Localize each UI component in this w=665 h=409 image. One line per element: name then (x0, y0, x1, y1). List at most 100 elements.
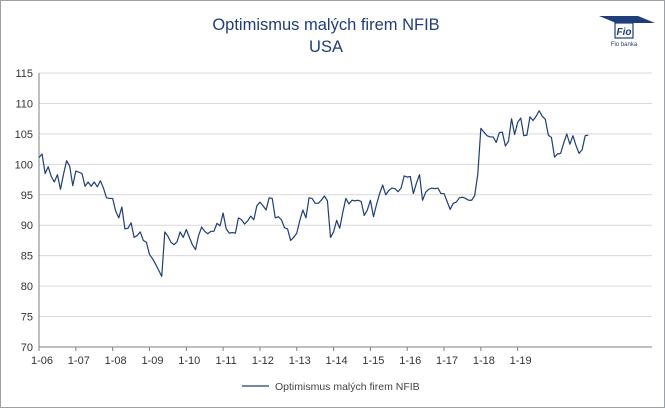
data-point (574, 144, 577, 147)
data-point (292, 236, 295, 239)
data-point (151, 257, 154, 260)
data-point (249, 214, 252, 217)
data-point (234, 232, 237, 235)
data-point (222, 211, 225, 214)
chart-subtitle: USA (309, 38, 343, 56)
data-point (182, 236, 185, 239)
data-point (310, 197, 313, 200)
data-point (50, 175, 53, 178)
data-point (464, 197, 467, 200)
data-point (538, 109, 541, 112)
data-point (264, 208, 267, 211)
data-point (335, 219, 338, 222)
data-point (136, 234, 139, 237)
data-point (326, 199, 329, 202)
data-point (531, 119, 534, 122)
data-point (381, 183, 384, 186)
data-point (301, 208, 304, 211)
data-point (295, 232, 298, 235)
data-point (123, 227, 126, 230)
data-point (102, 186, 105, 189)
data-point (304, 216, 307, 219)
data-point (430, 186, 433, 189)
data-point (369, 199, 372, 202)
data-point (412, 192, 415, 195)
data-point (283, 226, 286, 229)
data-point (169, 241, 172, 244)
x-tick-label: 1-09 (141, 355, 163, 367)
data-point (105, 196, 108, 199)
data-point (458, 196, 461, 199)
data-point (344, 197, 347, 200)
data-point (396, 190, 399, 193)
fio-banka-logo: Fio Fio banka (599, 16, 655, 48)
data-point (347, 202, 350, 205)
data-point (148, 253, 151, 256)
data-point (139, 230, 142, 233)
data-point (77, 171, 80, 174)
data-point (203, 230, 206, 233)
data-point (338, 227, 341, 230)
x-tick-label: 1-10 (178, 355, 200, 367)
data-point (510, 117, 513, 120)
series-points (37, 109, 589, 278)
data-point (501, 130, 504, 133)
data-point (439, 192, 442, 195)
data-point (571, 134, 574, 137)
legend-label: Optimismus malých firem NFIB (275, 381, 420, 393)
data-point (375, 203, 378, 206)
data-point (188, 236, 191, 239)
x-tick-label: 1-14 (326, 355, 348, 367)
data-point (133, 236, 136, 239)
data-point (565, 132, 568, 135)
data-point (562, 141, 565, 144)
data-point (142, 239, 145, 242)
data-point (418, 173, 421, 176)
x-tick-label: 1-16 (399, 355, 421, 367)
data-point (231, 231, 234, 234)
y-axis-tick-labels: 70 75 80 85 90 95 100 105 110 115 (15, 68, 33, 354)
data-point (587, 134, 590, 137)
data-point (525, 134, 528, 137)
plot-area (37, 109, 589, 278)
data-point (363, 214, 366, 217)
data-point (53, 180, 56, 183)
data-point (522, 134, 525, 137)
data-point (372, 215, 375, 218)
data-point (504, 144, 507, 147)
data-point (277, 215, 280, 218)
data-point (191, 243, 194, 246)
data-point (329, 236, 332, 239)
data-point (559, 152, 562, 155)
data-point (577, 152, 580, 155)
data-point (111, 197, 114, 200)
data-point (37, 156, 40, 159)
logo-mark-box (614, 22, 634, 39)
chart-title: Optimismus malých firem NFIB (212, 16, 439, 34)
data-point (528, 115, 531, 118)
data-point (93, 180, 96, 183)
data-point (56, 173, 59, 176)
data-point (246, 219, 249, 222)
data-point (185, 228, 188, 231)
x-tick-label: 1-18 (473, 355, 495, 367)
data-point (286, 227, 289, 230)
data-point (556, 152, 559, 155)
data-point (492, 135, 495, 138)
data-point (108, 197, 111, 200)
y-tick-label: 75 (21, 312, 33, 324)
data-point (126, 227, 129, 230)
data-point (47, 165, 50, 168)
data-point (341, 211, 344, 214)
data-point (157, 269, 160, 272)
series-line (38, 110, 589, 277)
data-point (378, 192, 381, 195)
x-tick-label: 1-06 (31, 355, 53, 367)
x-tick-label: 1-19 (510, 355, 532, 367)
data-point (547, 134, 550, 137)
data-point (406, 176, 409, 179)
data-point (433, 187, 436, 190)
logo-mark-top (599, 16, 655, 23)
data-point (65, 159, 68, 162)
